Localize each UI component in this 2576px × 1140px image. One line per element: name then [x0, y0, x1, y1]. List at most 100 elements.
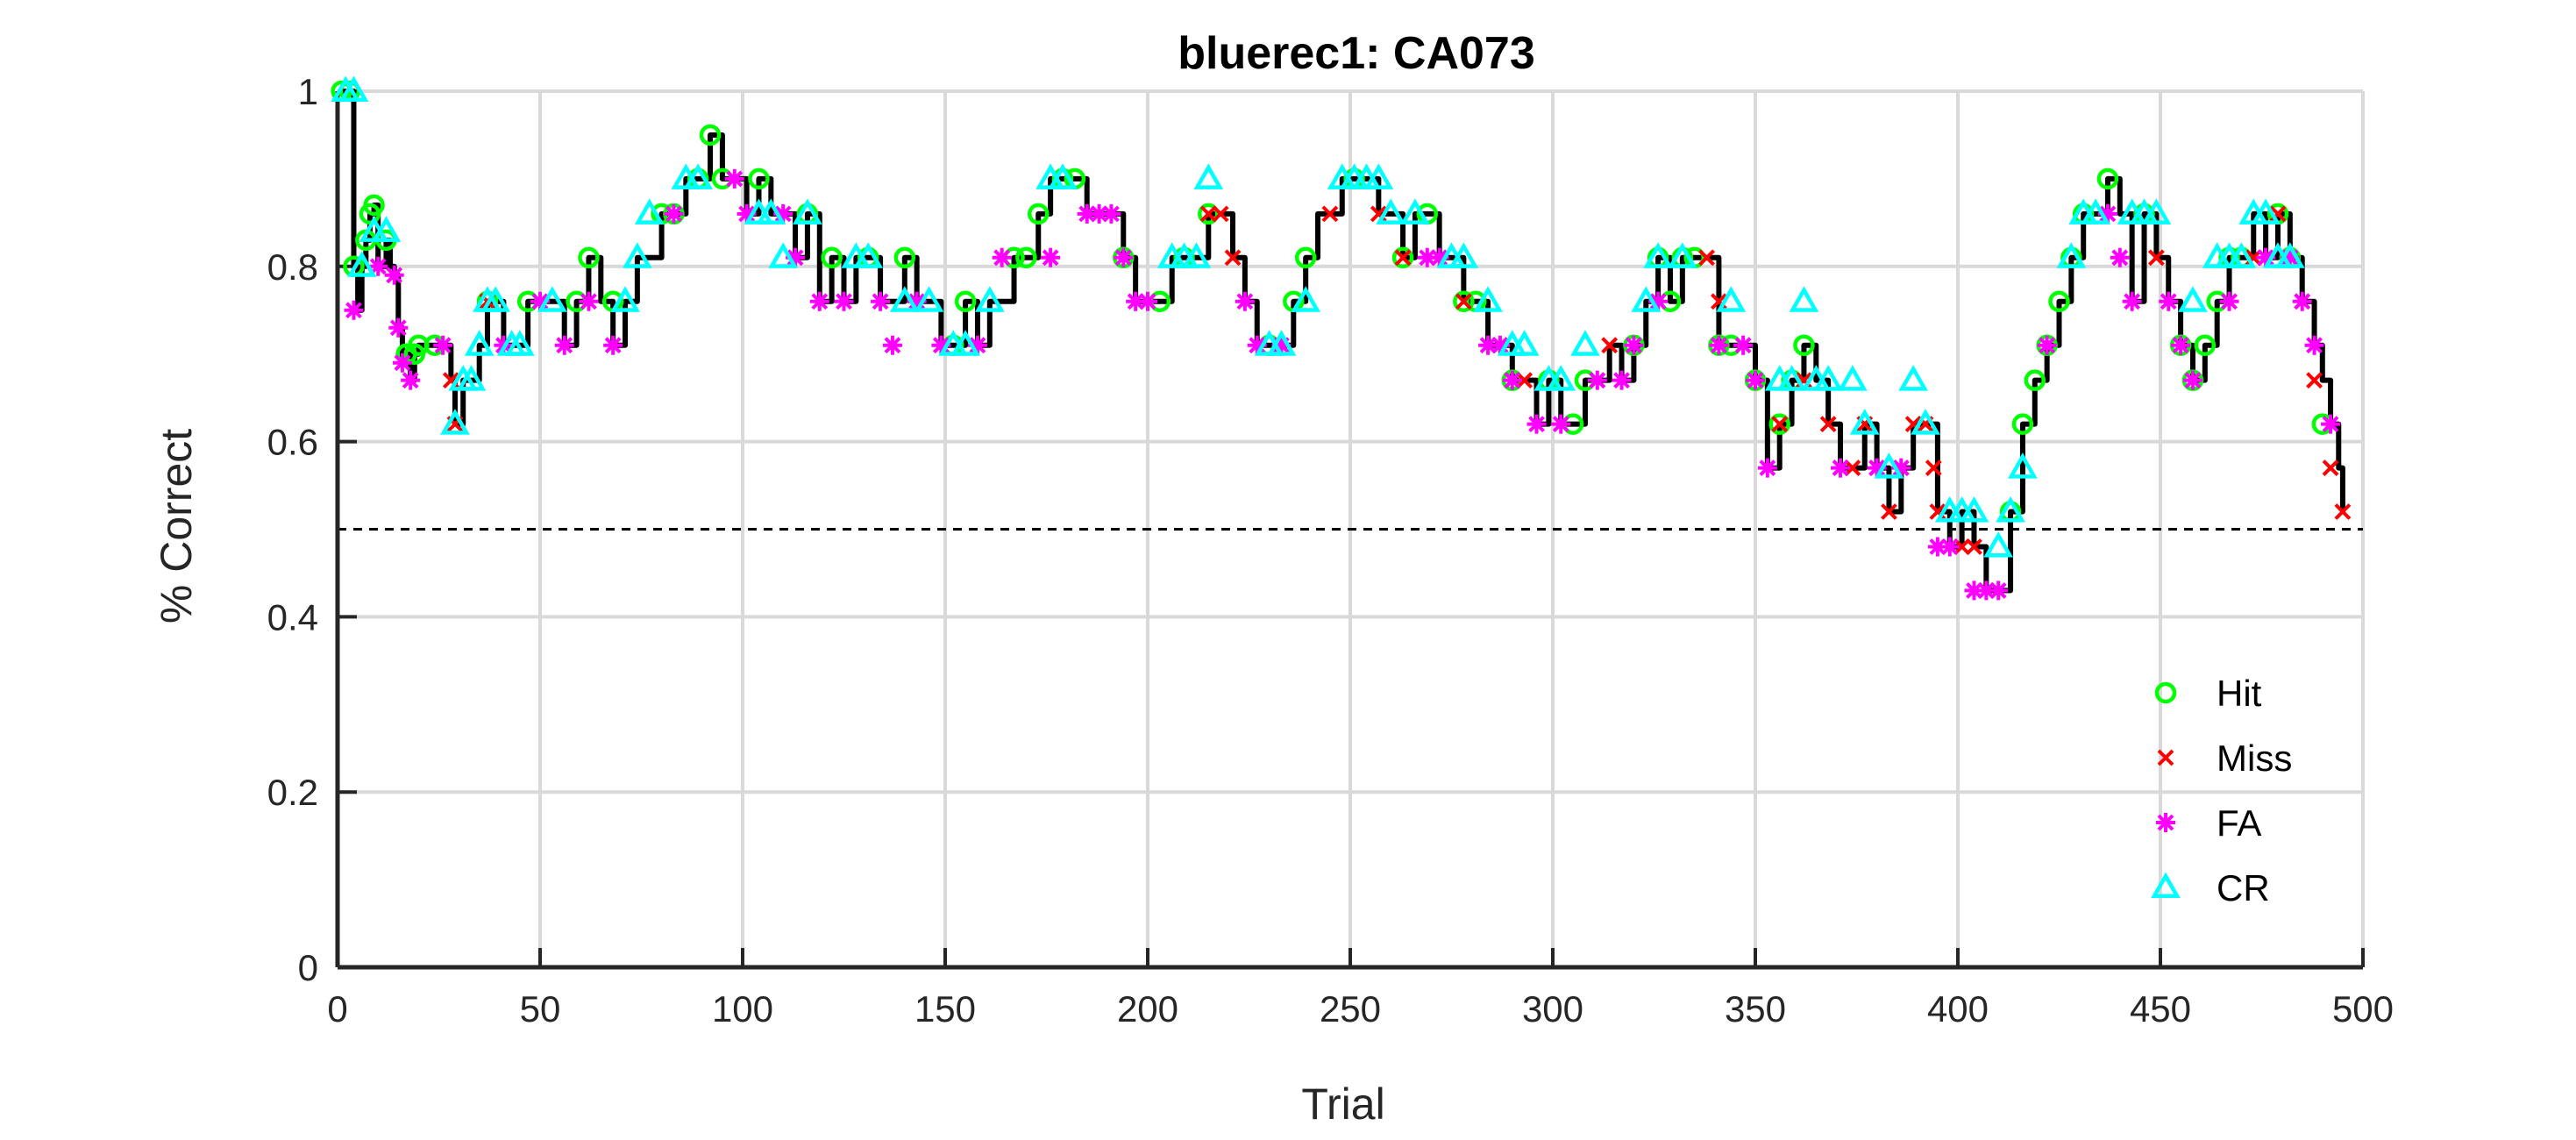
marker-fa: [1709, 335, 1729, 355]
marker-miss: [1966, 538, 1982, 555]
marker-cr: [338, 75, 369, 102]
marker-fa: [1138, 291, 1157, 311]
marker-fa: [388, 317, 409, 338]
marker-fa: [2321, 414, 2341, 434]
marker-hit: [699, 124, 722, 146]
marker-cr: [1448, 242, 1479, 268]
series-cr: [331, 75, 2305, 558]
marker-fa: [1733, 335, 1754, 355]
marker-fa: [2219, 291, 2239, 311]
marker-fa: [1429, 247, 1449, 267]
marker-fa: [1417, 247, 1437, 267]
plot-area: 0 50 100 150 200 250 300 350 400 450 500 0 0.2 0.4 0.6…: [267, 71, 2394, 1030]
marker-fa: [2256, 247, 2276, 267]
marker-cr: [480, 286, 511, 312]
marker-fa: [1746, 370, 1765, 390]
marker-cr: [2141, 198, 2172, 224]
marker-cr: [610, 286, 640, 312]
marker-hit: [821, 246, 843, 269]
marker-fa: [1587, 370, 1607, 390]
marker-cr: [793, 198, 822, 224]
marker-cr: [1631, 286, 1662, 312]
marker-fa: [834, 291, 854, 311]
marker-fa: [1867, 458, 1887, 478]
marker-cr: [2081, 198, 2110, 224]
marker-fa: [2292, 291, 2312, 311]
marker-miss: [2334, 503, 2352, 520]
marker-hit: [1768, 413, 1790, 435]
marker-fa: [1235, 291, 1255, 311]
marker-fa: [1077, 203, 1097, 224]
marker-miss: [1321, 205, 1339, 223]
marker-cr: [756, 198, 786, 224]
marker-hit: [954, 290, 977, 313]
x-tick-label: 400: [1927, 988, 1989, 1030]
marker-fa: [2304, 335, 2324, 355]
marker-miss: [2306, 372, 2323, 389]
y-tick-label: 0.8: [267, 246, 318, 288]
marker-cr: [1959, 495, 1989, 523]
marker-fa: [2182, 370, 2202, 390]
marker-fa: [2171, 335, 2191, 355]
x-tick-label: 0: [327, 988, 347, 1030]
y-tick-label: 0.4: [267, 596, 318, 638]
marker-cr: [1193, 163, 1224, 189]
marker-cr: [2178, 286, 2208, 312]
marker-cr: [853, 242, 884, 268]
marker-fa: [1648, 291, 1669, 311]
legend-marker-hit: [2154, 681, 2177, 704]
marker-fa: [368, 256, 388, 276]
marker-fa: [871, 291, 891, 311]
marker-cr: [1849, 409, 1880, 435]
marker-fa: [1114, 247, 1134, 267]
x-tick-label: 500: [2332, 988, 2394, 1030]
marker-fa: [1989, 581, 2009, 601]
marker-miss: [1771, 416, 1789, 433]
legend-marker-cr: [2151, 872, 2181, 898]
x-tick-label: 250: [1320, 988, 1381, 1030]
x-tick-label: 200: [1117, 988, 1178, 1030]
marker-miss: [1394, 249, 1412, 267]
marker-fa: [2122, 291, 2142, 311]
marker-hit: [363, 194, 385, 217]
x-tick-label: 450: [2130, 988, 2191, 1030]
marker-fa: [1101, 203, 1121, 224]
marker-miss: [2322, 460, 2339, 476]
marker-fa: [2280, 247, 2300, 267]
legend-label: FA: [2217, 802, 2261, 844]
marker-fa: [992, 247, 1012, 267]
marker-cr: [1996, 495, 2025, 523]
marker-fa: [664, 203, 684, 224]
marker-fa: [384, 265, 404, 285]
marker-cr: [2008, 452, 2038, 479]
marker-cr: [1181, 242, 1212, 268]
marker-miss: [1455, 293, 1472, 310]
x-axis-label: Trial: [1301, 1079, 1384, 1129]
marker-fa: [1271, 335, 1292, 355]
marker-hit: [1793, 334, 1815, 356]
marker-cr: [1473, 286, 1503, 312]
marker-fa: [2037, 335, 2057, 355]
marker-miss: [2147, 249, 2165, 267]
marker-fa: [603, 335, 623, 355]
marker-cr: [1048, 163, 1078, 189]
marker-cr: [1363, 163, 1394, 189]
marker-fa: [1624, 335, 1644, 355]
marker-fa: [1891, 458, 1911, 478]
y-axis-label: % Correct: [152, 429, 201, 623]
marker-hit: [2194, 334, 2217, 356]
marker-cr: [537, 286, 567, 312]
marker-fa: [433, 335, 453, 355]
marker-fa: [1502, 370, 1522, 390]
marker-cr: [1983, 531, 2014, 558]
marker-hit: [1198, 203, 1220, 225]
x-tick-label: 350: [1725, 988, 1786, 1030]
marker-hit: [748, 167, 770, 190]
y-tick-label: 0: [298, 947, 318, 988]
marker-miss: [1953, 538, 1971, 555]
marker-fa: [392, 353, 412, 373]
marker-miss: [1925, 460, 1942, 476]
marker-fa: [401, 370, 421, 390]
marker-cr: [456, 365, 487, 391]
